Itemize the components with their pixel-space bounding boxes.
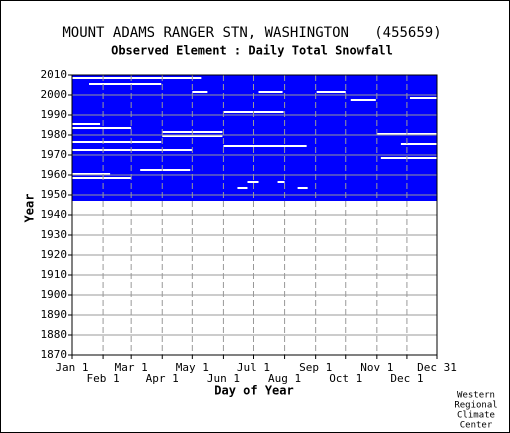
plot-border [71, 74, 438, 356]
gap [380, 157, 437, 159]
y-tick-label: 1910 [41, 268, 68, 281]
x-tick-label: Dec 1 [390, 372, 423, 385]
x-tick-label: May 1 [176, 361, 209, 374]
x-tick-label: Feb 1 [87, 372, 120, 385]
gap [350, 99, 376, 101]
x-tick-label: Nov 1 [360, 361, 393, 374]
x-tick-label: Oct 1 [329, 372, 362, 385]
y-tick-label: 1950 [41, 188, 68, 201]
gap [316, 91, 346, 93]
gap [247, 181, 259, 183]
x-tick-label: Jan 1 [55, 361, 88, 374]
gap [237, 187, 248, 189]
gap [297, 187, 308, 189]
y-tick-label: 1940 [41, 208, 68, 221]
gap [162, 135, 223, 137]
gap [258, 91, 283, 93]
y-tick-label: 2010 [41, 68, 68, 81]
gap [140, 169, 191, 171]
credit: Center [460, 421, 493, 431]
gap [72, 141, 162, 143]
credit: Western [457, 391, 495, 401]
y-tick-label: 1930 [41, 228, 68, 241]
gap [72, 127, 132, 129]
x-tick-label: Dec 31 [417, 361, 457, 374]
y-tick-label: 1900 [41, 288, 68, 301]
gap [72, 123, 101, 125]
x-tick-label: Sep 1 [299, 361, 332, 374]
gap [72, 177, 132, 179]
y-tick-label: 1970 [41, 148, 68, 161]
gap [400, 143, 437, 145]
gap [72, 173, 111, 175]
y-tick-label: 1870 [41, 348, 68, 361]
x-tick-label: Apr 1 [146, 372, 179, 385]
x-axis-label: Day of Year [214, 384, 293, 398]
gap [192, 91, 208, 93]
chart-title: MOUNT ADAMS RANGER STN, WASHINGTON (4556… [62, 25, 441, 41]
y-tick-label: 1890 [41, 308, 68, 321]
gap [72, 77, 202, 79]
x-tick-label: Jun 1 [207, 372, 240, 385]
x-tick-label: Jul 1 [237, 361, 270, 374]
y-tick-label: 1880 [41, 328, 68, 341]
y-tick-label: 1990 [41, 108, 68, 121]
y-tick-label: 2000 [41, 88, 68, 101]
y-tick-label: 1920 [41, 248, 68, 261]
y-axis-label: Year [23, 194, 37, 223]
gap [277, 181, 285, 183]
chart-subtitle: Observed Element : Daily Total Snowfall [111, 44, 393, 58]
gap [89, 83, 162, 85]
record-block [72, 75, 437, 201]
gap [409, 97, 437, 99]
credit: Climate [457, 411, 495, 421]
gap [223, 145, 307, 147]
x-tick-label: Aug 1 [268, 372, 301, 385]
y-tick-label: 1960 [41, 168, 68, 181]
credit: Regional [454, 401, 497, 411]
gap [72, 149, 193, 151]
y-tick-label: 1980 [41, 128, 68, 141]
x-tick-label: Mar 1 [115, 361, 148, 374]
